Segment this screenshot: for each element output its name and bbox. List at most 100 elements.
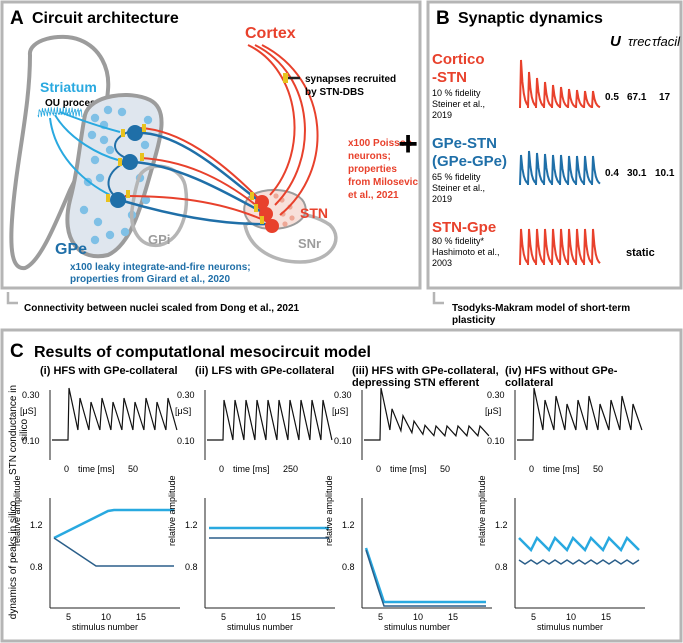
gpe-dot: [99, 135, 109, 145]
top-tick-low: 0.10: [334, 436, 352, 446]
synapse-marker: [142, 124, 146, 132]
gpe-dot: [105, 145, 115, 155]
row1-ref-1: Steiner et al.,: [432, 99, 485, 109]
panel-c-letter: C: [10, 341, 24, 362]
time-tick-2: 50: [440, 464, 450, 474]
panel-a-title: Circuit architecture: [32, 10, 179, 27]
gpe-dot: [90, 113, 100, 123]
x-tick: 5: [221, 612, 226, 622]
panel-b-footer-2: plasticity: [452, 315, 496, 326]
rel-amp-trace-dark: [518, 559, 640, 565]
time-tick-2: 50: [128, 464, 138, 474]
str-gpe-fiber-2: [54, 114, 119, 161]
rel-amp-label: relative amplitude: [167, 475, 177, 546]
x-tick: 15: [448, 612, 458, 622]
gpe-stn-fiber-1: [134, 131, 259, 202]
top-tick-low: 0.10: [22, 436, 40, 446]
ylabel-top-2: silico: [19, 418, 30, 441]
time-axis-label: time [ms]: [390, 464, 427, 474]
row2-name-2: (GPe-GPe): [432, 153, 507, 170]
synapse-marker: [118, 158, 122, 166]
conductance-trace: [517, 387, 643, 441]
bottom-tick-high: 1.2: [495, 520, 508, 530]
synapse-marker: [250, 192, 254, 200]
gpe-dot: [90, 155, 100, 165]
gpe-dot: [90, 235, 100, 245]
panel-a-footer-arrow: [6, 292, 18, 305]
cortex-stn-fiber-2: [254, 44, 306, 206]
conductance-trace: [52, 387, 178, 441]
stimulus-label: stimulus number: [227, 622, 293, 632]
time-tick-0: 0: [64, 464, 69, 474]
top-tick-high: 0.30: [487, 390, 505, 400]
panel-b-frame: [426, 0, 683, 290]
panel-a-footer: Connectivity between nuclei scaled from …: [24, 303, 300, 314]
row2-facil: 10.1: [655, 168, 675, 179]
gpe-stn-fiber-2: [132, 160, 263, 214]
x-tick: 15: [136, 612, 146, 622]
rel-amp-label: relative amplitude: [477, 475, 487, 546]
gpe-dot: [103, 105, 113, 115]
row3-name-1: STN-Gpe: [432, 219, 496, 236]
rel-amp-label: relative amplitude: [324, 475, 334, 546]
panel-b-title: Synaptic dynamics: [458, 10, 603, 27]
unit-label: [μS]: [20, 406, 36, 416]
row3-ref-1: Hashimoto et al.,: [432, 247, 500, 257]
rel-amp-trace-dark: [53, 537, 174, 567]
time-tick-0: 0: [529, 464, 534, 474]
gpe-stn-trace: [519, 150, 601, 186]
row3-ref-2: 2003: [432, 258, 452, 268]
lif-note-1: x100 leaky integrate-and-fire neurons;: [70, 262, 251, 273]
snr-label: SNr: [298, 236, 321, 251]
time-tick-0: 0: [219, 464, 224, 474]
gpe-dot: [117, 107, 127, 117]
row3-fidelity: 80 % fidelity*: [432, 236, 485, 246]
top-tick-low: 0.10: [177, 436, 195, 446]
unit-label: [μS]: [485, 406, 501, 416]
row1-name-2: -STN: [432, 69, 467, 86]
top-tick-high: 0.30: [177, 390, 195, 400]
gpe-label: GPe: [55, 241, 87, 258]
stimulus-label: stimulus number: [72, 622, 138, 632]
unit-label: [μS]: [175, 406, 191, 416]
synapse-marker: [121, 129, 125, 137]
gpe-neuron-2: [122, 154, 138, 170]
x-tick: 15: [601, 612, 611, 622]
row2-ref-2: 2019: [432, 194, 452, 204]
striatum-label: Striatum: [40, 79, 97, 95]
bottom-tick-low: 0.8: [185, 562, 198, 572]
x-tick: 10: [566, 612, 576, 622]
synapse-marker: [126, 190, 130, 198]
stn-neuron-1: [255, 195, 269, 209]
striatum-outline: [9, 34, 111, 271]
x-tick: 10: [256, 612, 266, 622]
synapse-marker: [260, 216, 264, 224]
result-title-3-2: depressing STN efferent: [352, 377, 479, 389]
cortex-label: Cortex: [245, 25, 296, 42]
rel-amp-label: relative amplitude: [12, 475, 22, 546]
panel-b-footer-arrow: [432, 292, 444, 305]
row1-u: 0.5: [605, 92, 619, 103]
time-axis-label: time [ms]: [78, 464, 115, 474]
top-tick-high: 0.30: [22, 390, 40, 400]
bottom-tick-high: 1.2: [185, 520, 198, 530]
cortex-stn-fiber-1: [247, 44, 296, 196]
poisson-note-4: from Milosevic: [348, 177, 418, 188]
time-axis-label: time [ms]: [543, 464, 580, 474]
x-tick: 15: [291, 612, 301, 622]
rel-amp-trace-dark: [365, 549, 486, 607]
gpe-stn-fiber-3: [119, 198, 269, 226]
gpe-dot: [120, 227, 130, 237]
poisson-note-5: et al., 2021: [348, 190, 399, 201]
panel-c-title: Results of computatlonal mesocircuit mod…: [34, 344, 371, 361]
stn-neuron-3: [265, 219, 279, 233]
legend-synapse-icon: [283, 73, 288, 83]
time-tick-0: 0: [376, 464, 381, 474]
plus-sign: +: [398, 125, 418, 163]
gpe-dot: [140, 140, 150, 150]
legend-text-2: by STN-DBS: [305, 87, 364, 98]
row1-rec: 67.1: [627, 92, 647, 103]
dbs-synapse-markers: [106, 124, 264, 224]
poisson-note-3: properties: [348, 164, 397, 175]
